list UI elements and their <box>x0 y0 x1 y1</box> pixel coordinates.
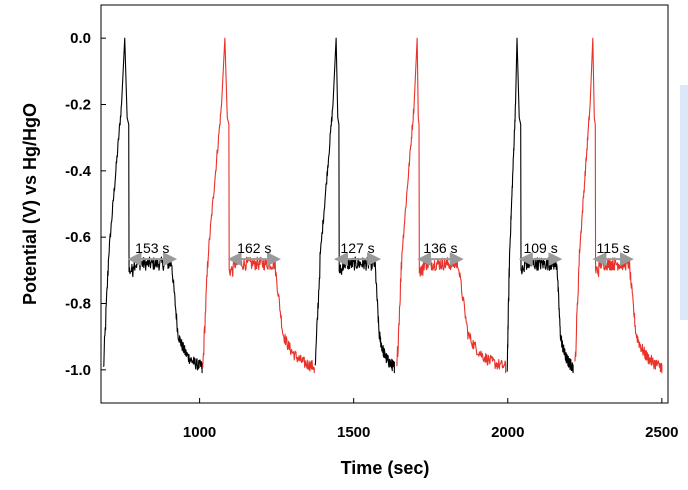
duration-label: 109 s <box>523 240 557 256</box>
x-axis-title: Time (sec) <box>341 458 430 478</box>
duration-label: 153 s <box>135 240 169 256</box>
y-tick-label: -0.8 <box>65 296 91 313</box>
series-line-black <box>314 37 395 374</box>
duration-label: 136 s <box>423 240 457 256</box>
x-tick-label: 1500 <box>337 424 370 441</box>
duration-label: 162 s <box>237 240 271 256</box>
series-layer <box>102 37 663 374</box>
series-line-red <box>202 37 315 374</box>
duration-label: 115 s <box>597 240 630 256</box>
y-tick-label: -1.0 <box>65 362 91 379</box>
series-line-red <box>574 37 663 374</box>
duration-label: 127 s <box>340 240 374 256</box>
y-tick-label: 0.0 <box>70 30 91 47</box>
series-line-black <box>102 37 203 374</box>
plot-frame <box>100 4 669 404</box>
y-tick-label: -0.6 <box>65 229 91 246</box>
series-line-black <box>506 37 574 374</box>
y-tick-label: -0.2 <box>65 97 91 114</box>
y-axis-title: Potential (V) vs Hg/HgO <box>20 103 40 305</box>
cropped-edge-strip <box>680 85 688 320</box>
x-tick-label: 1000 <box>183 424 216 441</box>
axis-layer: 0.0 -0.2 -0.4 -0.6 -0.8 -1.0 1000 1500 2000 2500 <box>65 30 678 441</box>
x-tick-label: 2500 <box>645 424 678 441</box>
annotation-layer: 153 s 162 s 127 s 136 s 109 s 115 s <box>127 240 634 267</box>
x-tick-label: 2000 <box>491 424 524 441</box>
y-tick-label: -0.4 <box>65 163 92 180</box>
series-line-red <box>396 37 507 374</box>
